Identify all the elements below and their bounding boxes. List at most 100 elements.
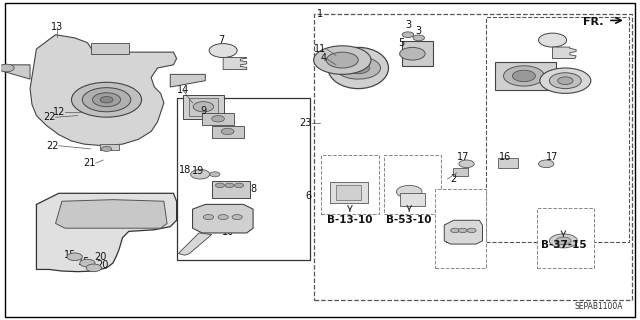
Circle shape xyxy=(347,62,370,74)
Circle shape xyxy=(225,183,234,188)
Text: 20: 20 xyxy=(96,260,108,270)
Bar xyxy=(321,155,379,214)
Bar xyxy=(336,185,362,200)
Text: 2: 2 xyxy=(451,174,457,184)
Text: 17: 17 xyxy=(546,152,559,162)
Circle shape xyxy=(467,228,476,233)
Circle shape xyxy=(336,57,381,79)
Text: 10: 10 xyxy=(221,227,234,237)
Ellipse shape xyxy=(328,47,388,89)
Text: 4: 4 xyxy=(320,53,326,63)
Text: 12: 12 xyxy=(52,108,65,117)
Text: B-13-10: B-13-10 xyxy=(327,215,372,225)
Text: 11: 11 xyxy=(314,44,326,54)
Bar xyxy=(330,182,368,203)
Polygon shape xyxy=(30,35,177,146)
Circle shape xyxy=(557,77,573,84)
Text: 20: 20 xyxy=(94,252,106,262)
Circle shape xyxy=(100,97,113,103)
Circle shape xyxy=(513,70,536,82)
Circle shape xyxy=(458,228,467,233)
Text: 3: 3 xyxy=(416,26,422,36)
Circle shape xyxy=(86,264,101,272)
Polygon shape xyxy=(3,65,30,79)
Circle shape xyxy=(204,215,214,220)
Text: 14: 14 xyxy=(177,85,189,95)
Text: 19: 19 xyxy=(192,166,204,176)
Bar xyxy=(537,208,594,268)
Text: 1: 1 xyxy=(317,9,323,19)
Polygon shape xyxy=(552,47,576,59)
Text: 15: 15 xyxy=(64,250,76,260)
Text: 17: 17 xyxy=(458,152,470,162)
Circle shape xyxy=(101,146,111,151)
Circle shape xyxy=(314,46,371,74)
Bar xyxy=(401,41,433,67)
Text: B-53-10: B-53-10 xyxy=(387,215,432,225)
Text: B-37-15: B-37-15 xyxy=(541,240,586,250)
Bar xyxy=(452,168,468,176)
Text: 21: 21 xyxy=(83,158,96,168)
Circle shape xyxy=(396,185,422,198)
Polygon shape xyxy=(36,193,177,272)
Text: 22: 22 xyxy=(46,141,59,151)
Circle shape xyxy=(399,47,425,60)
Circle shape xyxy=(72,82,141,117)
Circle shape xyxy=(540,68,591,93)
Circle shape xyxy=(221,128,234,135)
Circle shape xyxy=(93,93,120,107)
Bar xyxy=(183,95,225,119)
Circle shape xyxy=(191,170,210,179)
Text: 8: 8 xyxy=(250,184,256,194)
Bar xyxy=(100,144,119,150)
Text: 9: 9 xyxy=(200,106,207,116)
Circle shape xyxy=(549,73,581,89)
Circle shape xyxy=(193,102,214,112)
Bar xyxy=(486,17,629,243)
Bar xyxy=(499,158,518,168)
Circle shape xyxy=(504,66,544,86)
Circle shape xyxy=(549,234,577,248)
Polygon shape xyxy=(56,200,167,228)
Polygon shape xyxy=(223,58,246,69)
Bar xyxy=(384,155,441,214)
Bar xyxy=(399,193,425,206)
Circle shape xyxy=(539,160,554,168)
Polygon shape xyxy=(179,233,212,255)
Text: 23: 23 xyxy=(300,117,312,128)
Text: 5: 5 xyxy=(399,38,404,48)
Bar xyxy=(314,14,632,300)
Polygon shape xyxy=(444,220,483,244)
Text: FR.: FR. xyxy=(583,17,604,27)
Circle shape xyxy=(232,215,243,220)
Bar xyxy=(495,62,556,90)
Bar xyxy=(212,126,244,138)
Bar xyxy=(212,180,250,198)
Text: B-41: B-41 xyxy=(445,235,472,245)
Bar xyxy=(177,98,310,260)
Circle shape xyxy=(212,116,225,122)
Circle shape xyxy=(235,183,244,188)
Text: 3: 3 xyxy=(405,20,411,30)
Text: 13: 13 xyxy=(51,22,63,32)
Circle shape xyxy=(556,237,571,245)
Circle shape xyxy=(67,253,83,260)
Bar xyxy=(189,98,218,116)
Circle shape xyxy=(80,259,95,267)
Bar xyxy=(435,188,486,268)
Circle shape xyxy=(459,160,474,168)
Circle shape xyxy=(413,35,424,41)
Circle shape xyxy=(451,228,460,233)
Text: 7: 7 xyxy=(218,35,225,45)
Text: SEPAB1100A: SEPAB1100A xyxy=(574,302,623,311)
Circle shape xyxy=(83,88,131,112)
Circle shape xyxy=(402,32,413,37)
Text: 18: 18 xyxy=(179,164,191,174)
Circle shape xyxy=(216,183,225,188)
Circle shape xyxy=(326,52,358,68)
Circle shape xyxy=(218,215,228,220)
Text: 16: 16 xyxy=(499,152,511,162)
Circle shape xyxy=(539,33,566,47)
Text: 22: 22 xyxy=(43,112,56,122)
Polygon shape xyxy=(170,74,205,87)
